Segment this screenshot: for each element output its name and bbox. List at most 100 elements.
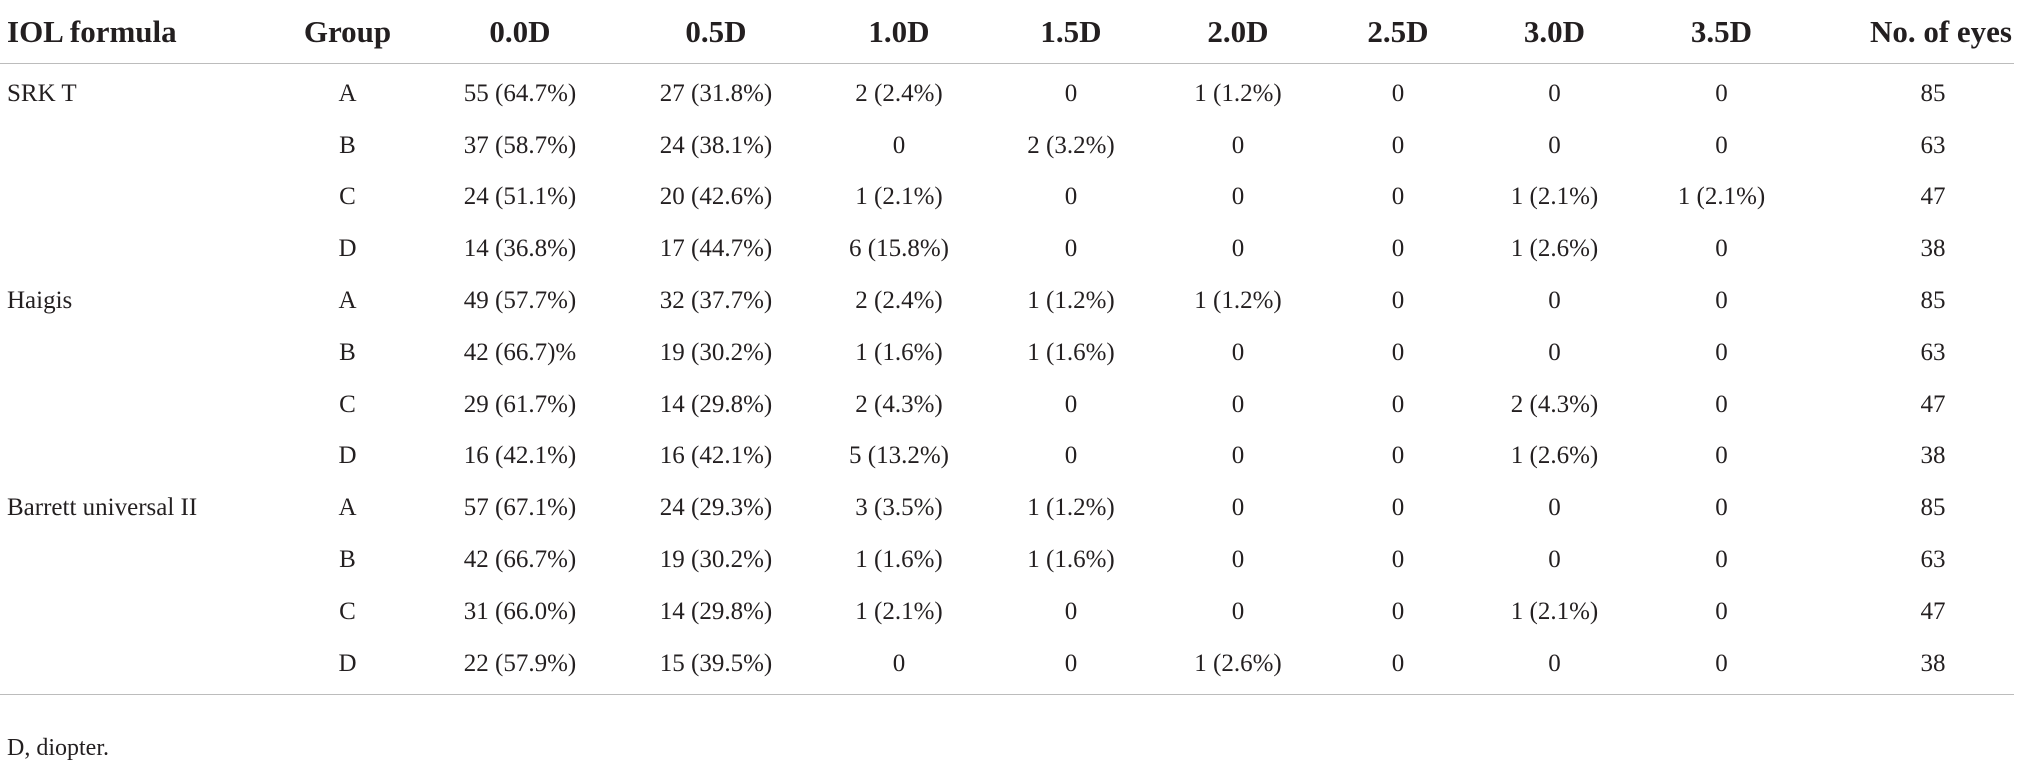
cell-0-5d: 20 (42.6%) [659,183,773,211]
cell-3-0d: 1 (2.1%) [1510,597,1599,625]
cell-iol-formula [0,379,273,431]
cell-2-5d: 0 [1391,338,1405,366]
cell-group: A [338,287,357,315]
cell-group: A [338,494,357,522]
cell-0-5d: 16 (42.1%) [659,442,773,470]
cell-iol-formula [0,172,273,224]
cell-3-0d: 0 [1548,287,1561,315]
cell-1-0d: 1 (1.6%) [855,338,943,366]
refraction-error-table: IOL formula Group 0.0D 0.5D 1.0D 1.5D 2.… [0,0,2014,695]
header-no-of-eyes: No. of eyes [1812,0,2014,64]
cell-2-0d: 0 [1231,597,1245,625]
cell-1-0d: 2 (2.4%) [855,287,943,315]
cell-0-0d: 37 (58.7%) [463,131,577,159]
cell-group: B [339,131,356,159]
cell-no-of-eyes: 47 [1920,597,1946,625]
cell-1-5d: 1 (1.2%) [1027,287,1115,315]
header-2-5d: 2.5D [1318,0,1478,64]
cell-3-5d: 0 [1715,390,1728,418]
cell-1-0d: 0 [892,131,906,159]
table-row: Haigis A 49 (57.7%) 32 (37.7%) 2 (2.4%) 1 (1.… [0,275,2014,327]
cell-no-of-eyes: 63 [1920,546,1946,574]
cell-group: D [338,442,357,470]
cell-3-0d: 0 [1548,79,1561,107]
cell-0-5d: 24 (38.1%) [659,131,773,159]
table-row: D 16 (42.1%) 16 (42.1%) 5 (13.2%) 0 0 0 1 (2.6%… [0,431,2014,483]
cell-0-0d: 14 (36.8%) [463,235,577,263]
cell-2-0d: 0 [1231,131,1245,159]
cell-1-5d: 1 (1.6%) [1027,546,1115,574]
cell-3-5d: 0 [1715,442,1728,470]
table-header-row: IOL formula Group 0.0D 0.5D 1.0D 1.5D 2.… [0,0,2014,64]
cell-2-5d: 0 [1391,390,1405,418]
cell-group: D [273,637,422,695]
cell-no-of-eyes: 38 [1812,637,2014,695]
cell-no-of-eyes: 63 [1920,338,1946,366]
cell-1-0d: 1 (2.1%) [855,183,943,211]
cell-0-0d: 16 (42.1%) [463,442,577,470]
cell-0-0d: 55 (64.7%) [463,79,577,107]
cell-1-5d: 1 (1.2%) [1027,494,1115,522]
cell-2-5d: 0 [1391,287,1405,315]
cell-3-0d: 1 (2.6%) [1510,442,1599,470]
cell-0-5d: 24 (29.3%) [659,494,773,522]
header-1-5d: 1.5D [984,0,1158,64]
cell-0-5d: 14 (29.8%) [659,597,773,625]
table-row: B 37 (58.7%) 24 (38.1%) 0 2 (3.2%) 0 0 0 0 63 [0,120,2014,172]
cell-0-5d: 27 (31.8%) [659,79,773,107]
cell-no-of-eyes: 85 [1920,79,1946,107]
cell-1-5d: 0 [1064,235,1078,263]
cell-2-0d: 1 (1.2%) [1194,287,1282,315]
cell-3-5d: 0 [1715,597,1728,625]
cell-1-0d: 5 (13.2%) [849,442,949,470]
cell-no-of-eyes: 63 [1920,131,1946,159]
cell-0-5d: 15 (39.5%) [618,637,814,695]
cell-iol-formula [0,586,273,638]
cell-2-5d: 0 [1391,235,1405,263]
cell-1-5d: 0 [984,637,1158,695]
cell-3-0d: 0 [1548,546,1561,574]
table-row: D 22 (57.9%) 15 (39.5%) 0 0 1 (2.6%) 0 0 0 38 [0,637,2014,695]
cell-group: C [339,390,356,418]
cell-no-of-eyes: 38 [1920,442,1946,470]
cell-1-0d: 2 (2.4%) [855,79,943,107]
cell-0-0d: 49 (57.7%) [463,287,577,315]
cell-3-0d: 0 [1548,338,1561,366]
cell-1-5d: 0 [1064,597,1078,625]
cell-2-0d: 0 [1231,338,1245,366]
cell-no-of-eyes: 85 [1920,287,1946,315]
table-body: SRK T A 55 (64.7%) 27 (31.8%) 2 (2.4%) 0 1 (1.… [0,64,2014,695]
cell-3-5d: 0 [1715,79,1728,107]
table-row: SRK T A 55 (64.7%) 27 (31.8%) 2 (2.4%) 0 1 (1.… [0,64,2014,120]
cell-1-0d: 6 (15.8%) [849,235,949,263]
header-0-5d: 0.5D [618,0,814,64]
cell-iol-formula: Haigis [7,287,73,315]
cell-3-5d: 0 [1715,546,1728,574]
cell-3-5d: 0 [1631,637,1812,695]
cell-2-0d: 0 [1231,390,1245,418]
cell-0-5d: 19 (30.2%) [659,546,773,574]
cell-2-5d: 0 [1391,131,1405,159]
cell-iol-formula [0,637,273,695]
cell-3-5d: 0 [1715,131,1728,159]
cell-1-0d: 1 (2.1%) [855,597,943,625]
cell-iol-formula [0,327,273,379]
cell-iol-formula [0,223,273,275]
cell-no-of-eyes: 47 [1920,183,1946,211]
cell-0-0d: 22 (57.9%) [422,637,618,695]
cell-2-5d: 0 [1391,183,1405,211]
cell-3-5d: 0 [1715,235,1728,263]
cell-0-5d: 14 (29.8%) [659,390,773,418]
cell-no-of-eyes: 85 [1920,494,1946,522]
cell-1-0d: 3 (3.5%) [855,494,943,522]
cell-2-5d: 0 [1391,494,1405,522]
cell-2-0d: 1 (1.2%) [1194,79,1282,107]
cell-group: D [338,235,357,263]
cell-0-5d: 32 (37.7%) [659,287,773,315]
header-3-0d: 3.0D [1478,0,1631,64]
cell-1-0d: 2 (4.3%) [855,390,943,418]
cell-0-5d: 19 (30.2%) [659,338,773,366]
header-0-0d: 0.0D [422,0,618,64]
cell-3-0d: 2 (4.3%) [1510,390,1599,418]
